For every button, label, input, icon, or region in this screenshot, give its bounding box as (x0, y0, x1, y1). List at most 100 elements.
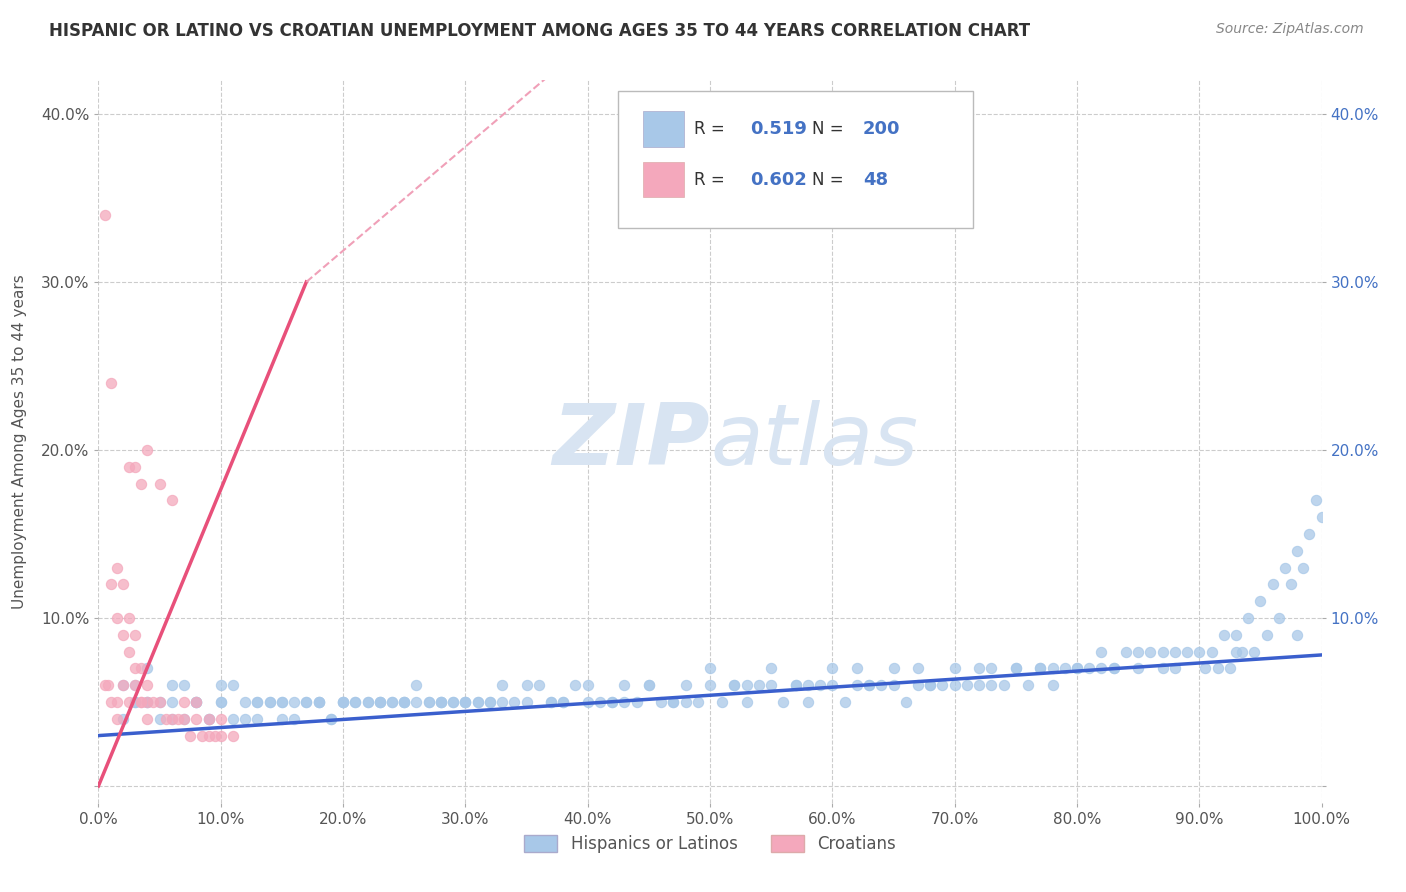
Point (118, 459, 141, 474)
Point (368, 695, 391, 709)
Point (441, 695, 464, 709)
Point (160, 712, 183, 726)
Point (246, 695, 269, 709)
Point (748, 678, 770, 692)
Point (1042, 661, 1064, 675)
Text: 0.519: 0.519 (751, 120, 807, 138)
Point (118, 695, 141, 709)
Point (589, 695, 612, 709)
Point (1029, 661, 1052, 675)
Point (209, 678, 232, 692)
Point (124, 678, 146, 692)
Point (259, 695, 281, 709)
Point (1004, 661, 1026, 675)
Point (160, 695, 183, 709)
Point (118, 644, 141, 658)
Point (136, 661, 159, 675)
Point (136, 712, 159, 726)
Text: ZIP: ZIP (553, 400, 710, 483)
Point (368, 695, 391, 709)
Point (344, 695, 367, 709)
Point (209, 695, 232, 709)
FancyBboxPatch shape (643, 112, 685, 147)
Point (943, 678, 966, 692)
Point (246, 712, 269, 726)
Point (686, 695, 709, 709)
Point (100, 695, 122, 709)
Point (699, 678, 721, 692)
Point (735, 678, 758, 692)
Point (197, 712, 219, 726)
Point (149, 695, 172, 709)
Point (124, 459, 146, 474)
Y-axis label: Unemployment Among Ages 35 to 44 years: Unemployment Among Ages 35 to 44 years (13, 274, 27, 609)
Point (405, 678, 427, 692)
Point (600, 695, 623, 709)
Point (111, 628, 134, 642)
Point (723, 678, 745, 692)
Point (467, 695, 489, 709)
Point (332, 695, 354, 709)
Point (118, 611, 141, 625)
Point (1004, 661, 1026, 675)
Point (1164, 644, 1187, 658)
Point (980, 678, 1002, 692)
Point (111, 678, 134, 692)
Point (1102, 661, 1125, 675)
Point (1152, 661, 1174, 675)
Point (553, 695, 575, 709)
Point (540, 695, 562, 709)
Point (1230, 644, 1253, 658)
Point (368, 695, 391, 709)
Point (1298, 527, 1320, 541)
Point (967, 678, 990, 692)
Point (834, 695, 856, 709)
Point (332, 695, 354, 709)
Point (1310, 510, 1333, 524)
Point (870, 678, 893, 692)
Point (93, 678, 115, 692)
Point (129, 476, 152, 491)
Point (124, 678, 146, 692)
Point (405, 695, 427, 709)
Point (1206, 661, 1229, 675)
Point (136, 695, 159, 709)
Point (197, 712, 219, 726)
Point (1066, 661, 1088, 675)
Point (785, 678, 807, 692)
Point (553, 695, 575, 709)
Point (515, 695, 537, 709)
Point (356, 695, 378, 709)
Point (105, 695, 128, 709)
Point (920, 678, 942, 692)
Point (142, 695, 165, 709)
Point (111, 712, 134, 726)
Point (173, 678, 195, 692)
Point (222, 678, 245, 692)
Point (186, 712, 208, 726)
FancyBboxPatch shape (619, 91, 973, 228)
Point (105, 712, 128, 726)
Point (173, 695, 195, 709)
Point (111, 678, 134, 692)
Point (97, 678, 120, 692)
Point (270, 695, 294, 709)
Text: N =: N = (811, 120, 844, 138)
Point (129, 695, 152, 709)
Point (160, 678, 183, 692)
Point (186, 695, 208, 709)
Point (136, 695, 159, 709)
Point (111, 577, 134, 591)
Point (209, 695, 232, 709)
Point (454, 695, 477, 709)
Point (772, 695, 794, 709)
Point (907, 661, 929, 675)
Point (167, 712, 190, 726)
Point (845, 661, 868, 675)
Text: N =: N = (811, 171, 844, 189)
Point (100, 577, 122, 591)
Point (191, 729, 214, 743)
Point (1237, 611, 1260, 625)
Point (155, 712, 177, 726)
Text: R =: R = (695, 171, 730, 189)
